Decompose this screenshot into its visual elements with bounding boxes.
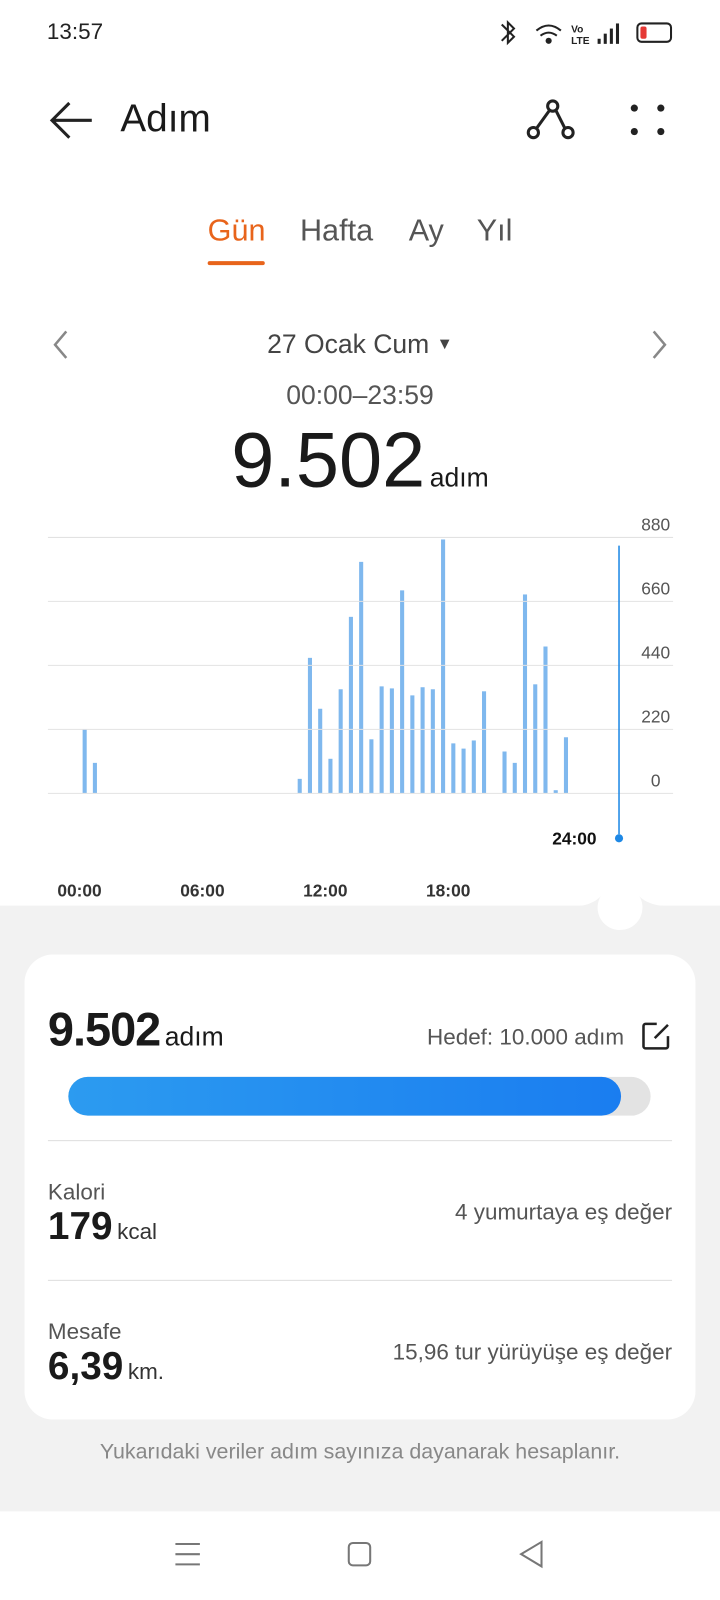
navigation-bar [175, 1540, 543, 1569]
bar [400, 590, 405, 794]
bar [328, 758, 333, 794]
date-label: 27 Ocak Cum [267, 328, 430, 359]
divider [47, 1140, 673, 1142]
bar [82, 729, 87, 794]
bar [369, 739, 374, 794]
x-tick-label: 00:00 [57, 880, 101, 900]
bar [471, 740, 476, 794]
cursor-handle[interactable] [597, 885, 643, 931]
tab-bar: Gün Hafta Ay Yıl [0, 214, 720, 275]
date-picker[interactable]: 27 Ocak Cum ▼ [267, 328, 453, 359]
prev-day[interactable] [51, 328, 71, 361]
svg-text:Vo: Vo [571, 25, 583, 36]
bar [297, 778, 302, 794]
bar [348, 616, 353, 794]
footnote: Yukarıdaki veriler adım sayınıza dayanar… [99, 1439, 621, 1464]
page-title: Adım [120, 97, 211, 141]
bar [533, 684, 538, 794]
progress-track [68, 1076, 651, 1116]
distance-amount: 6,39 km. [48, 1345, 164, 1389]
x-tick-label: 18:00 [426, 880, 470, 900]
bar [563, 737, 569, 794]
divider [47, 1279, 673, 1281]
cursor-dot [614, 834, 624, 843]
edit-goal[interactable] [640, 1020, 673, 1053]
x-tick-label: 06:00 [180, 880, 224, 900]
y-tick-label: 0 [651, 770, 661, 790]
bar [482, 691, 487, 794]
tab[interactable]: Hafta [299, 214, 374, 248]
back-button[interactable] [47, 98, 96, 143]
status-icons: Vo LTE [501, 19, 673, 47]
bar [420, 687, 425, 794]
y-tick-label: 440 [641, 642, 670, 662]
distance-unit: km. [127, 1358, 165, 1384]
bar [389, 688, 394, 794]
bar [379, 686, 384, 794]
bar [307, 657, 312, 794]
bar [461, 748, 466, 794]
bar [338, 689, 343, 794]
calorie-value: 179 [47, 1205, 113, 1249]
nav-home[interactable] [347, 1541, 372, 1567]
bar [502, 751, 507, 794]
share-button[interactable] [524, 98, 579, 143]
distance-value: 6,39 [47, 1345, 124, 1388]
bar [359, 561, 364, 794]
total-steps: 9.502 adım [0, 416, 720, 505]
bar [522, 594, 528, 794]
step-chart: 18:00 12:00 06:00 00:00 880 660 440 220 0 24:00 [47, 514, 674, 900]
time-range: 00:00–23:59 [286, 379, 434, 410]
next-day[interactable] [649, 328, 669, 361]
bar [441, 539, 446, 794]
progress-bar [68, 1076, 622, 1116]
bar [410, 695, 415, 794]
bar [543, 646, 548, 794]
x-tick-label: 12:00 [303, 880, 347, 900]
goal-label: Hedef: 10.000 adım [427, 1023, 625, 1050]
svg-text:LTE: LTE [571, 36, 590, 47]
steps-value: 9.502 [47, 1002, 161, 1056]
tab-underline [208, 261, 266, 266]
more-button[interactable] [628, 102, 669, 143]
tab[interactable]: Ay [408, 214, 444, 248]
steps-unit: adım [164, 1020, 224, 1052]
tab[interactable]: Yıl [476, 214, 513, 248]
y-tick-label: 220 [641, 706, 670, 726]
calorie-note: 4 yumurtaya eş değer [455, 1199, 673, 1225]
bar [318, 708, 323, 794]
bar [512, 762, 517, 794]
total-unit: adım [429, 461, 489, 493]
status-time: 13:57 [46, 18, 104, 44]
steps-summary: 9.502 adım [48, 1001, 224, 1056]
y-tick-label: 660 [641, 578, 670, 598]
distance-note: 15,96 tur yürüyüşe eş değer [392, 1338, 673, 1365]
nav-menu[interactable] [175, 1542, 200, 1566]
bar [92, 762, 97, 794]
calorie-amount: 179 kcal [48, 1205, 157, 1249]
bar [430, 689, 435, 794]
calorie-unit: kcal [117, 1218, 158, 1245]
tab[interactable]: Gün [208, 214, 266, 266]
bar [451, 743, 456, 794]
summary-card: 9.502 adım Hedef: 10.000 adım Kalori 179… [24, 954, 696, 1420]
cursor-label: 24:00 [552, 828, 596, 848]
bar [553, 790, 558, 794]
y-tick-label: 880 [641, 514, 670, 534]
distance-label: Mesafe [47, 1318, 122, 1345]
nav-back[interactable] [519, 1540, 543, 1569]
total-value: 9.502 [231, 417, 426, 504]
calorie-label: Kalori [47, 1178, 106, 1205]
